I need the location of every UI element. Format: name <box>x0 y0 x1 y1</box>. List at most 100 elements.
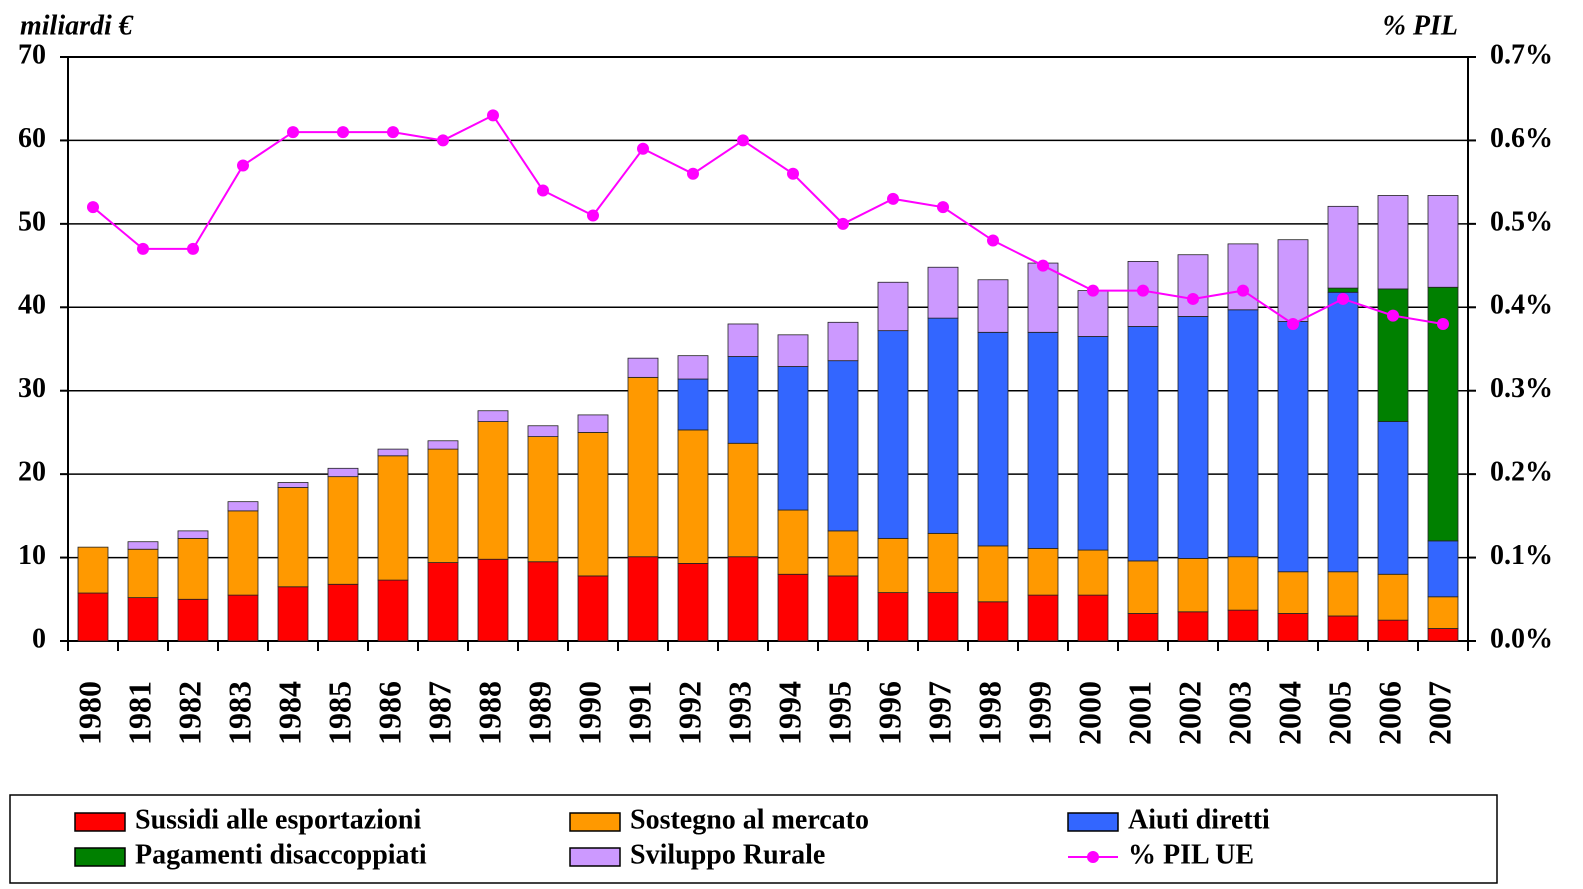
bar-segment <box>977 545 1009 603</box>
legend-label: Sostegno al mercato <box>630 804 869 835</box>
bar-segment <box>1177 558 1209 613</box>
line-point <box>187 242 199 255</box>
line-point <box>137 242 149 255</box>
x-tick-label: 1984 <box>271 681 307 745</box>
line-point <box>787 167 799 180</box>
x-tick-label: 2005 <box>1321 681 1357 745</box>
bar-segment <box>227 594 259 642</box>
bar-segment <box>1427 596 1459 629</box>
bar-segment <box>1277 571 1309 614</box>
bar-segment <box>427 448 459 563</box>
x-tick-label: 1995 <box>821 681 857 745</box>
bar-segment <box>1377 288 1409 422</box>
bar-segment <box>1127 326 1159 562</box>
bar-segment <box>577 432 609 577</box>
x-tick-label: 1997 <box>921 681 957 745</box>
bar-segment <box>827 321 859 362</box>
bar-segment <box>1177 254 1209 317</box>
x-tick-label: 1986 <box>371 681 407 745</box>
line-point <box>1387 309 1399 322</box>
legend-swatch <box>569 812 621 832</box>
bar-segment <box>877 537 909 594</box>
bar-segment <box>377 579 409 642</box>
bar-segment <box>977 601 1009 642</box>
y-tick-label: 40 <box>18 290 46 321</box>
line-series <box>92 114 1444 326</box>
x-tick-label: 1987 <box>421 681 457 745</box>
bar-segment <box>577 414 609 433</box>
legend-label: Sviluppo Rurale <box>630 839 825 870</box>
line-point <box>387 126 399 139</box>
bar-segment <box>327 476 359 585</box>
legend-label: Pagamenti disaccoppiati <box>135 839 427 870</box>
legend-swatch <box>569 847 621 867</box>
bar-segment <box>677 378 709 431</box>
y2-axis-label: % PIL <box>1383 10 1458 41</box>
bar-segment <box>1127 613 1159 642</box>
bar-segment <box>627 357 659 378</box>
bar-segment <box>877 281 909 332</box>
bar-segment <box>1327 615 1359 642</box>
bar-segment <box>877 330 909 539</box>
bar-segment <box>577 575 609 642</box>
bar-segment <box>177 537 209 600</box>
y2-tick-label: 0.4% <box>1490 290 1553 321</box>
bar-segment <box>227 510 259 596</box>
bar-segment <box>1427 628 1459 642</box>
x-tick-label: 1996 <box>871 681 907 745</box>
line-point <box>737 134 749 147</box>
bar-segment <box>477 421 509 560</box>
bar-segment <box>277 586 309 642</box>
bar-segment <box>1227 243 1259 311</box>
x-tick-label: 1983 <box>221 681 257 745</box>
bar-segment <box>127 541 159 550</box>
legend-label: Aiuti diretti <box>1128 804 1270 835</box>
bar-segment <box>777 509 809 575</box>
bar-segment <box>1377 619 1409 642</box>
bar-segment <box>1427 540 1459 598</box>
bar-segment <box>1377 195 1409 290</box>
bar-segment <box>1077 336 1109 551</box>
line-point <box>1337 292 1349 305</box>
bar-segment <box>427 440 459 450</box>
bar-segment <box>377 448 409 457</box>
line-point <box>1437 317 1449 330</box>
bar-segment <box>1027 547 1059 596</box>
x-tick-label: 1991 <box>621 681 657 745</box>
x-tick-label: 1994 <box>771 681 807 745</box>
x-tick-label: 2001 <box>1121 681 1157 745</box>
line-point <box>937 201 949 214</box>
bar-segment <box>177 598 209 642</box>
line-point <box>687 167 699 180</box>
y2-tick-label: 0.1% <box>1490 540 1553 571</box>
y-tick-label: 60 <box>18 123 46 154</box>
legend-swatch <box>1087 851 1099 863</box>
legend-swatch <box>74 812 126 832</box>
line-point <box>1237 284 1249 297</box>
y-tick-label: 10 <box>18 540 46 571</box>
line-point <box>1287 317 1299 330</box>
bar-segment <box>377 455 409 581</box>
line-point <box>287 126 299 139</box>
bar-segment <box>677 563 709 642</box>
bar-segment <box>1027 262 1059 333</box>
bar-segment <box>1427 195 1459 288</box>
bar-segment <box>1077 290 1109 337</box>
bar-segment <box>77 592 109 642</box>
line-point <box>637 142 649 155</box>
bar-segment <box>627 556 659 642</box>
bar-segment <box>1227 309 1259 558</box>
y-tick-label: 30 <box>18 373 46 404</box>
line-point <box>1187 292 1199 305</box>
line-point <box>1037 259 1049 272</box>
bar-segment <box>827 530 859 577</box>
y2-tick-label: 0.6% <box>1490 123 1553 154</box>
legend-label: % PIL UE <box>1128 839 1254 870</box>
bar-segment <box>1227 556 1259 611</box>
bar-segment <box>427 562 459 642</box>
y-tick-label: 20 <box>18 457 46 488</box>
bar-segment <box>777 334 809 367</box>
line-point <box>537 184 549 197</box>
bar-segment <box>527 425 559 437</box>
